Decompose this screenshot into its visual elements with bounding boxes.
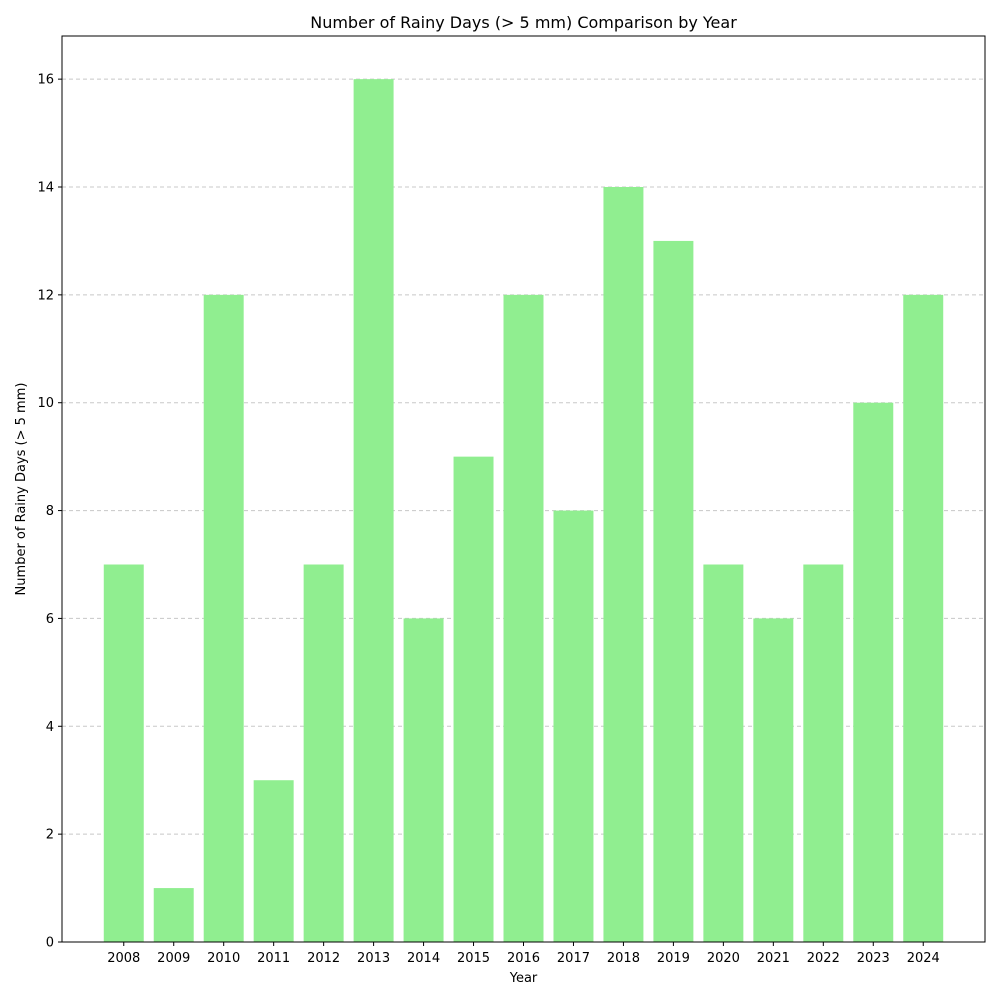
y-tick-label: 12 (37, 288, 54, 303)
x-tick-label: 2011 (257, 951, 290, 966)
y-tick-label: 2 (46, 828, 54, 843)
bar-2012 (303, 564, 344, 942)
x-axis-ticks: 2008 2009 2010 2011 2012 2013 2014 2015 2016 2017… (107, 942, 940, 966)
x-tick-label: 2022 (807, 951, 840, 966)
bar-2010 (203, 294, 244, 942)
bar-2022 (803, 564, 844, 942)
bar-2011 (253, 780, 294, 942)
x-tick-label: 2018 (607, 951, 640, 966)
bar-2009 (153, 888, 194, 942)
y-tick-label: 16 (37, 73, 54, 88)
y-axis-label: Number of Rainy Days (> 5 mm) (14, 383, 29, 596)
bar-2017 (553, 510, 594, 942)
y-tick-label: 6 (46, 612, 54, 627)
chart-title: Number of Rainy Days (> 5 mm) Comparison… (310, 13, 737, 32)
y-axis-ticks: 0 2 4 6 8 10 12 14 16 (37, 73, 62, 951)
x-tick-label: 2021 (757, 951, 790, 966)
bar-2008 (103, 564, 144, 942)
bar-2015 (453, 456, 494, 942)
x-tick-label: 2023 (857, 951, 890, 966)
x-tick-label: 2013 (357, 951, 390, 966)
x-tick-label: 2019 (657, 951, 690, 966)
x-tick-label: 2012 (307, 951, 340, 966)
bar-2020 (703, 564, 744, 942)
bar-2021 (753, 618, 794, 942)
x-tick-label: 2010 (207, 951, 240, 966)
x-tick-label: 2014 (407, 951, 440, 966)
x-tick-label: 2016 (507, 951, 540, 966)
y-tick-label: 8 (46, 504, 54, 519)
x-tick-label: 2009 (157, 951, 190, 966)
bar-2019 (653, 240, 694, 942)
x-tick-label: 2015 (457, 951, 490, 966)
bar-2023 (853, 402, 894, 942)
y-tick-label: 10 (37, 396, 54, 411)
x-tick-label: 2024 (907, 951, 940, 966)
bars (103, 79, 944, 942)
y-tick-label: 0 (46, 936, 54, 951)
bar-2013 (353, 79, 394, 942)
y-tick-label: 4 (46, 720, 54, 735)
bar-2016 (503, 294, 544, 942)
x-tick-label: 2008 (107, 951, 140, 966)
x-axis-label: Year (509, 971, 538, 986)
bar-2018 (603, 187, 644, 942)
x-tick-label: 2020 (707, 951, 740, 966)
x-tick-label: 2017 (557, 951, 590, 966)
bar-2024 (903, 294, 944, 942)
y-tick-label: 14 (37, 181, 54, 196)
bar-2014 (403, 618, 444, 942)
